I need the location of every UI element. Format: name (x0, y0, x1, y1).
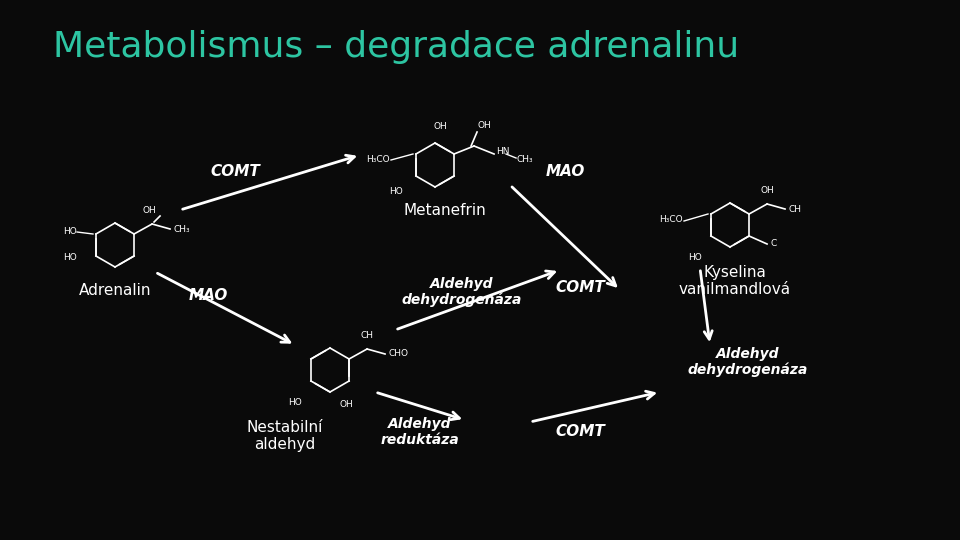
Text: Aldehyd
dehydrogenáza: Aldehyd dehydrogenáza (402, 276, 522, 307)
Text: COMT: COMT (555, 280, 605, 295)
Text: Nestabilní
aldehyd: Nestabilní aldehyd (247, 420, 324, 453)
Text: OH: OH (760, 186, 774, 195)
Text: CH₃: CH₃ (516, 156, 533, 165)
Text: CH: CH (788, 205, 801, 213)
Text: H₃CO: H₃CO (367, 156, 390, 165)
Text: OH: OH (340, 400, 353, 409)
Text: HN: HN (496, 147, 510, 157)
Text: CH: CH (361, 331, 373, 340)
Text: HO: HO (688, 253, 702, 262)
Text: OH: OH (433, 122, 446, 131)
Text: CH₃: CH₃ (173, 225, 190, 233)
Text: Metanefrin: Metanefrin (403, 203, 487, 218)
Text: HO: HO (389, 187, 403, 196)
Text: Adrenalin: Adrenalin (79, 283, 152, 298)
Text: MAO: MAO (545, 165, 585, 179)
Text: CHO: CHO (388, 349, 408, 359)
Text: COMT: COMT (210, 165, 260, 179)
Text: Aldehyd
dehydrogenáza: Aldehyd dehydrogenáza (687, 347, 808, 377)
Text: MAO: MAO (188, 287, 228, 302)
Text: OH: OH (477, 121, 491, 130)
Text: COMT: COMT (555, 424, 605, 440)
Text: HO: HO (288, 398, 302, 407)
Text: Kyselina
vanilmandlová: Kyselina vanilmandlová (679, 265, 791, 298)
Text: C: C (770, 240, 777, 248)
Text: H₃CO: H₃CO (660, 215, 683, 225)
Text: OH: OH (142, 206, 156, 215)
Text: HO: HO (63, 227, 77, 237)
Text: Metabolismus – degradace adrenalinu: Metabolismus – degradace adrenalinu (53, 30, 739, 64)
Text: Aldehyd
reduktáza: Aldehyd reduktáza (380, 417, 460, 447)
Text: HO: HO (63, 253, 77, 262)
